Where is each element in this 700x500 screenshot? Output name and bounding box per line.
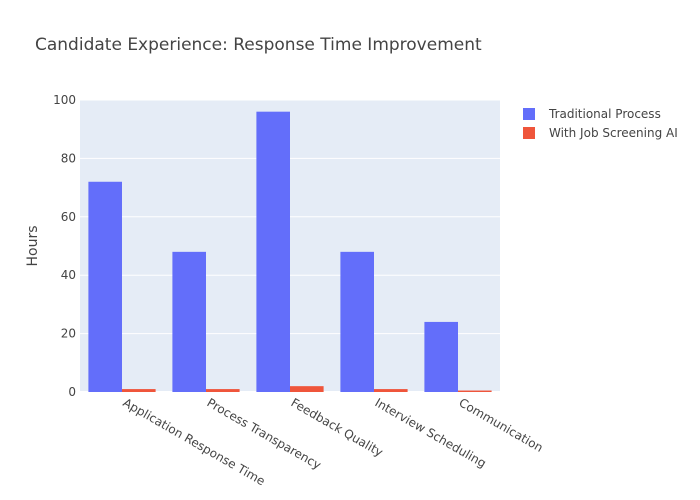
chart-title: Candidate Experience: Response Time Impr… [35,35,482,55]
bar-ai-1[interactable] [206,389,240,392]
y-axis-ticks: 0 20 40 60 80 100 [53,93,76,399]
y-tick-label: 40 [61,268,76,282]
y-tick-label: 0 [68,385,76,399]
legend-label[interactable]: Traditional Process [548,107,661,121]
x-tick-label: Application Response Time [121,395,268,488]
legend[interactable]: Traditional Process With Job Screening AI [523,107,678,140]
bar-ai-2[interactable] [290,386,324,392]
legend-label[interactable]: With Job Screening AI [549,126,678,140]
bar-ai-0[interactable] [122,389,156,392]
y-tick-label: 60 [61,210,76,224]
y-tick-label: 80 [61,151,76,165]
y-axis-title: Hours [25,225,41,266]
bar-ai-4[interactable] [458,390,492,392]
bar-traditional-1[interactable] [172,251,206,392]
bar-traditional-0[interactable] [88,181,122,392]
legend-swatch[interactable] [523,127,535,139]
bar-traditional-3[interactable] [340,251,374,392]
y-tick-label: 20 [61,327,76,341]
bar-ai-3[interactable] [374,389,408,392]
bar-traditional-2[interactable] [256,111,290,393]
x-tick-label: Communication [457,395,546,454]
legend-swatch[interactable] [523,108,535,120]
bars [88,111,492,393]
y-tick-label: 100 [53,93,76,107]
bar-traditional-4[interactable] [424,321,458,392]
